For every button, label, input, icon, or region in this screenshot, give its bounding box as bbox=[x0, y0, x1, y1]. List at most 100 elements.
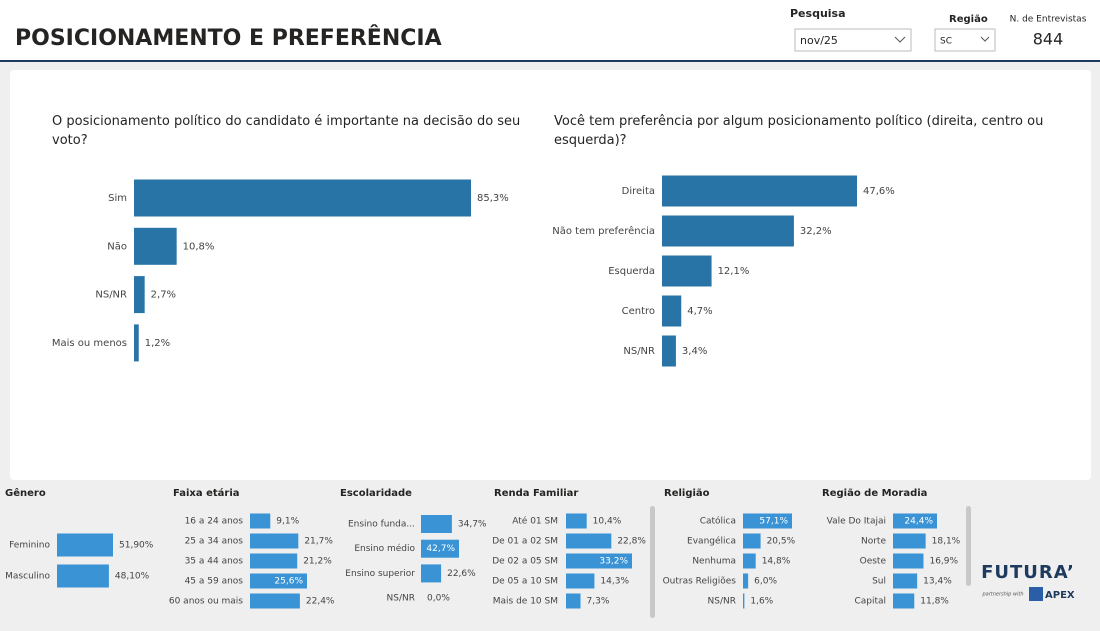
bar bbox=[57, 533, 113, 557]
logo-tagline: partnership with bbox=[981, 592, 1023, 598]
category-label: Nenhuma bbox=[692, 557, 736, 567]
bar bbox=[250, 533, 299, 549]
value-label: 7,3% bbox=[587, 597, 610, 607]
value-label: 33,2% bbox=[599, 557, 628, 567]
value-label: 51,90% bbox=[119, 541, 154, 551]
category-label: Capital bbox=[854, 597, 886, 607]
bar bbox=[743, 553, 756, 569]
category-label: Mais de 10 SM bbox=[493, 597, 558, 607]
value-label: 3,4% bbox=[682, 346, 707, 357]
bar bbox=[893, 573, 918, 589]
bar bbox=[662, 215, 794, 247]
bar bbox=[893, 553, 924, 569]
value-label: 22,8% bbox=[617, 537, 646, 547]
bar bbox=[743, 513, 792, 529]
chart-title: Religião bbox=[664, 488, 710, 499]
bar bbox=[662, 175, 857, 207]
chart-title: Escolaridade bbox=[340, 488, 412, 499]
category-label: Sim bbox=[108, 193, 127, 204]
scrollbar[interactable] bbox=[650, 506, 655, 618]
chart-title: Gênero bbox=[5, 487, 46, 499]
chart-title: Região de Moradia bbox=[822, 488, 927, 499]
bar bbox=[134, 276, 145, 314]
value-label: 6,0% bbox=[754, 577, 777, 587]
dropdown[interactable] bbox=[934, 28, 996, 52]
scrollbar[interactable] bbox=[966, 506, 971, 586]
bar bbox=[893, 513, 937, 529]
category-label: 35 a 44 anos bbox=[185, 557, 244, 567]
category-label: Feminino bbox=[9, 541, 50, 551]
category-label: Não bbox=[107, 241, 127, 252]
value-label: 48,10% bbox=[115, 572, 150, 582]
category-label: Centro bbox=[622, 306, 655, 317]
value-label: 0,0% bbox=[427, 594, 450, 604]
category-label: Oeste bbox=[860, 557, 887, 567]
value-label: 32,2% bbox=[800, 226, 832, 237]
dropdown-value[interactable]: nov/25 bbox=[800, 34, 838, 47]
bar bbox=[134, 227, 177, 265]
partner-icon bbox=[1029, 587, 1043, 601]
dropdown[interactable] bbox=[794, 28, 912, 52]
chevron bbox=[894, 36, 906, 43]
category-label: De 02 a 05 SM bbox=[492, 557, 558, 567]
bar bbox=[250, 573, 307, 589]
bar bbox=[566, 553, 632, 569]
category-label: Masculino bbox=[5, 572, 50, 582]
category-label: NS/NR bbox=[95, 290, 127, 301]
value-label: 42,7% bbox=[426, 544, 455, 554]
value-label: 13,4% bbox=[923, 577, 952, 587]
category-label: De 05 a 10 SM bbox=[492, 577, 558, 587]
category-label: Sul bbox=[872, 577, 886, 587]
bar bbox=[250, 593, 300, 609]
value-label: 12,1% bbox=[718, 266, 750, 277]
value-label: 21,2% bbox=[303, 557, 332, 567]
bar bbox=[57, 564, 109, 588]
value-label: 24,4% bbox=[904, 517, 933, 527]
card bbox=[10, 70, 1091, 480]
category-label: Evangélica bbox=[687, 536, 736, 547]
value-label: 25,6% bbox=[274, 577, 303, 587]
dropdown-value[interactable]: SC bbox=[940, 37, 952, 47]
category-label: 60 anos ou mais bbox=[169, 597, 243, 607]
bar bbox=[566, 593, 581, 609]
value-label: 10,8% bbox=[183, 241, 215, 252]
category-label: Ensino médio bbox=[354, 543, 415, 554]
bar bbox=[743, 533, 761, 549]
chart-title-box: Você tem preferência por algum posiciona… bbox=[554, 114, 1043, 148]
bar bbox=[566, 533, 612, 549]
kpi-value: 844 bbox=[1033, 30, 1064, 49]
bar bbox=[134, 179, 471, 217]
category-label: Até 01 SM bbox=[512, 516, 558, 527]
value-label: 1,6% bbox=[750, 597, 773, 607]
value-label: 18,1% bbox=[932, 537, 961, 547]
category-label: Ensino funda... bbox=[348, 520, 415, 530]
chart-title: Faixa etária bbox=[173, 487, 240, 499]
bar bbox=[421, 515, 452, 533]
category-label: 16 a 24 anos bbox=[185, 517, 244, 527]
category-label: NS/NR bbox=[708, 597, 736, 607]
category-label: Norte bbox=[861, 537, 886, 547]
bar bbox=[662, 255, 712, 287]
value-label: 22,4% bbox=[306, 597, 335, 607]
bar bbox=[662, 295, 682, 327]
value-label: 22,6% bbox=[447, 569, 476, 579]
category-label: De 01 a 02 SM bbox=[492, 537, 558, 547]
value-label: 21,7% bbox=[304, 537, 333, 547]
bar bbox=[743, 573, 749, 589]
category-label: 45 a 59 anos bbox=[185, 577, 244, 587]
bar bbox=[743, 593, 745, 609]
value-label: 34,7% bbox=[458, 520, 487, 530]
logo-name: FUTURA’ bbox=[981, 562, 1075, 583]
bar bbox=[566, 573, 595, 589]
category-label: Não tem preferência bbox=[552, 225, 655, 237]
value-label: 11,8% bbox=[920, 597, 949, 607]
bar bbox=[893, 593, 915, 609]
value-label: 2,7% bbox=[151, 290, 176, 301]
header-bg bbox=[0, 0, 1100, 60]
bar bbox=[250, 553, 298, 569]
category-label: 25 a 34 anos bbox=[185, 537, 244, 547]
value-label: 1,2% bbox=[145, 338, 170, 349]
bar bbox=[566, 513, 587, 529]
